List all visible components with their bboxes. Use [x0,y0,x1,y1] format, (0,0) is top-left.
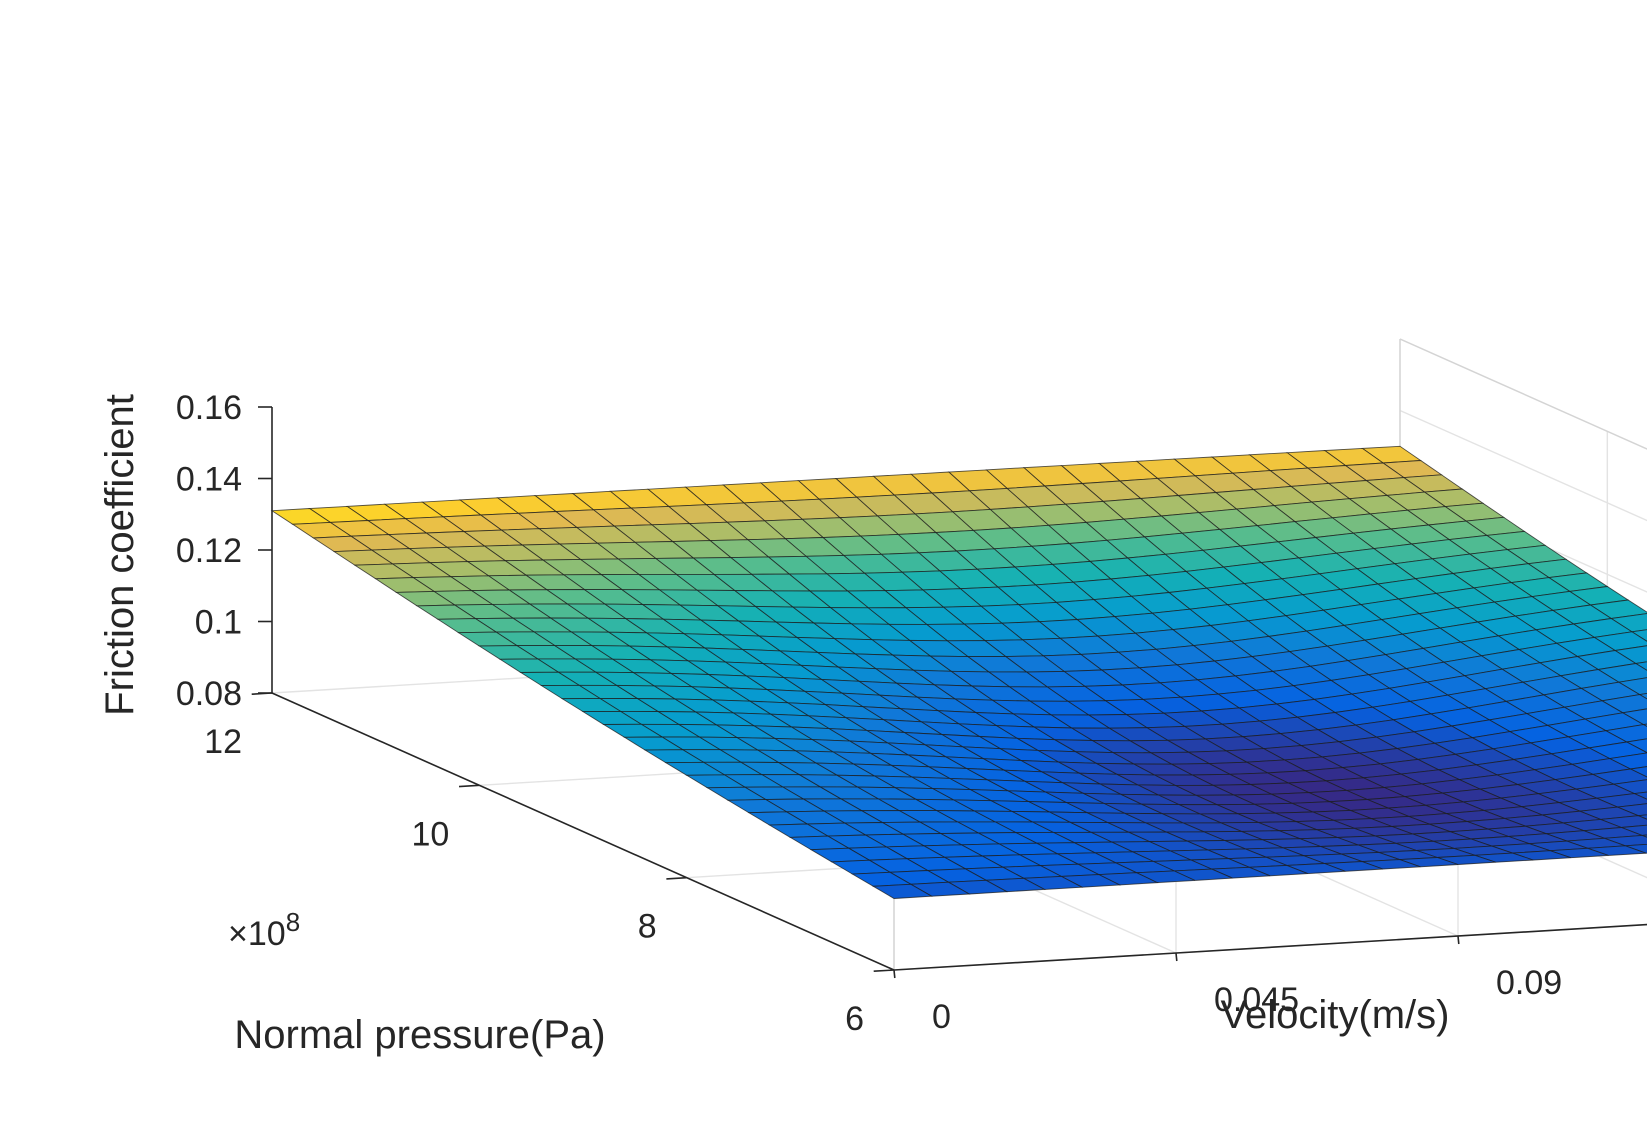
x-axis-exponent: ×108 [228,907,300,953]
y-tick-label: 0 [932,998,951,1036]
x-tick-label: 6 [845,1000,864,1038]
x-tick [666,878,686,879]
x-axis-label: Normal pressure(Pa) [234,1013,605,1057]
z-tick-label: 0.08 [176,675,242,713]
y-tick [894,970,895,978]
x-tick-label: 10 [412,815,450,853]
x-tick-label: 8 [638,908,657,946]
surface-mesh [272,446,1647,898]
x-tick [459,785,479,786]
grid-line [894,902,1647,970]
x-axis-exponent-power: 8 [286,907,300,937]
x-tick-label: 12 [204,723,242,761]
z-tick-label: 0.1 [195,604,242,642]
y-tick [1176,953,1177,961]
y-tick-label: 0.09 [1496,964,1562,1002]
y-axis-line [894,902,1647,970]
x-axis-exponent-base: ×10 [228,915,286,953]
z-tick-label: 0.12 [176,532,242,570]
x-tick [252,693,272,694]
z-tick-label: 0.14 [176,461,242,499]
grid-line [894,902,1647,970]
y-tick-label: 0.045 [1214,981,1299,1019]
z-tick-label: 0.16 [176,389,242,427]
z-axis-label: Friction coefficient [98,394,142,716]
x-tick [874,970,894,971]
y-tick [1458,936,1459,944]
